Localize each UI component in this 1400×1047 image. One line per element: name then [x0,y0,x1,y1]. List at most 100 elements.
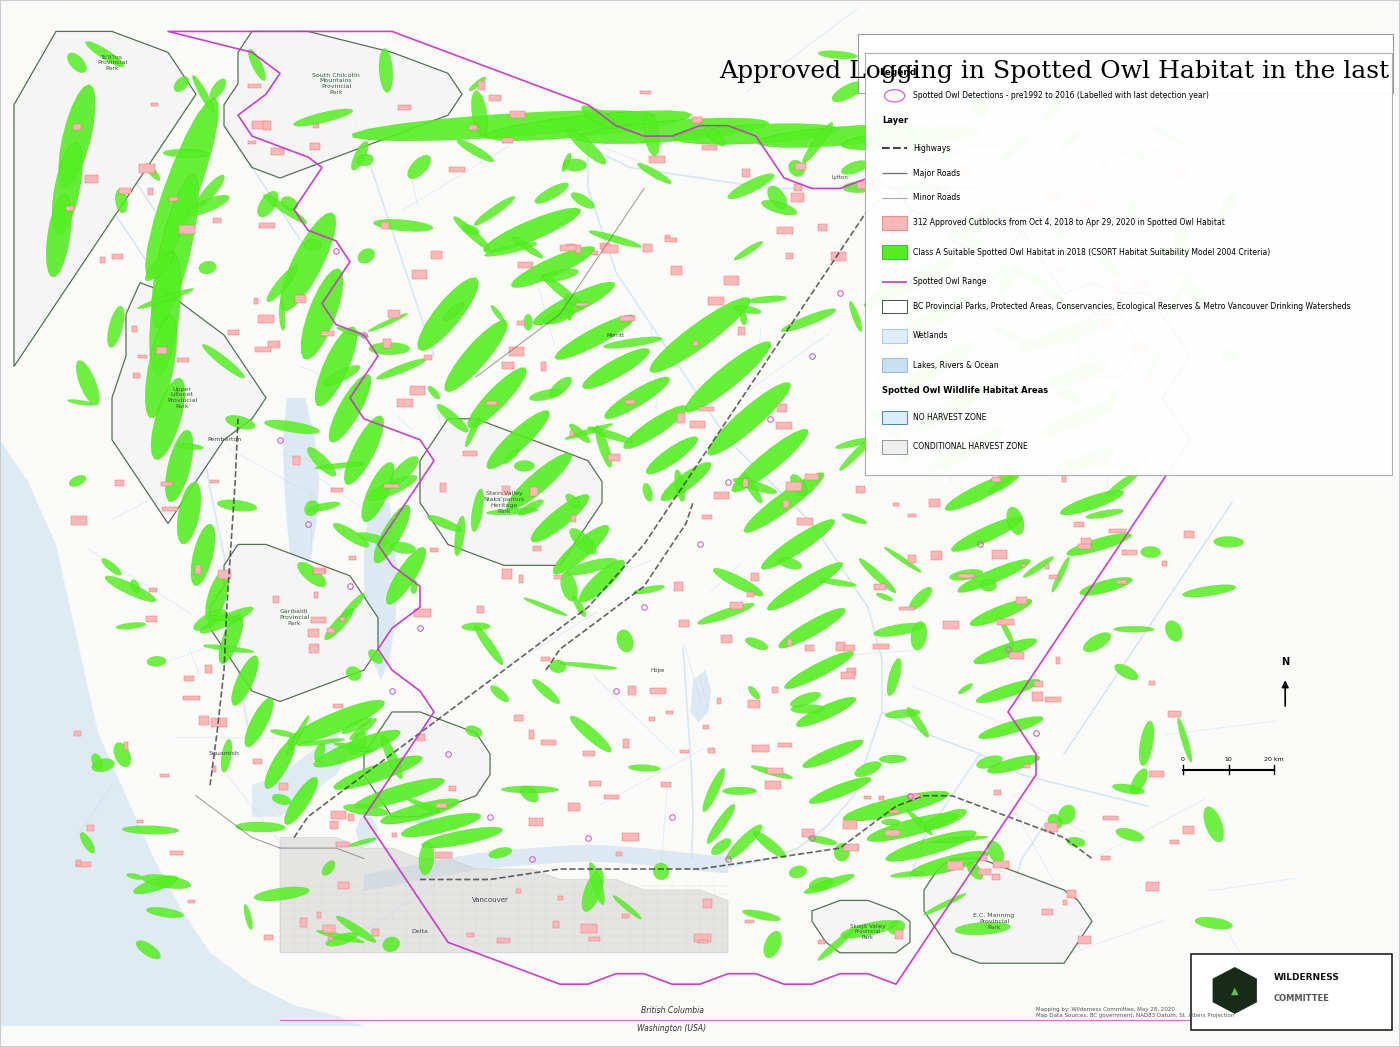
Polygon shape [1158,247,1196,257]
Bar [1071,245,1077,251]
Text: CONDITIONAL HARVEST ZONE: CONDITIONAL HARVEST ZONE [913,442,1028,451]
Polygon shape [697,603,755,624]
Text: Garibaldi
Provincial
Park: Garibaldi Provincial Park [279,609,309,626]
Text: E.C. Manning
Provincial
Park: E.C. Manning Provincial Park [973,913,1015,930]
Polygon shape [336,916,377,942]
FancyBboxPatch shape [865,53,1392,475]
Polygon shape [973,639,1036,664]
Polygon shape [333,756,423,789]
Bar [477,606,484,612]
Polygon shape [862,53,876,72]
Bar [1095,461,1106,465]
Bar [890,809,899,814]
Bar [830,252,846,262]
Bar [1121,550,1137,555]
Polygon shape [902,303,935,316]
Polygon shape [531,494,589,542]
Polygon shape [1214,536,1243,548]
Polygon shape [524,598,567,616]
Polygon shape [1039,284,1077,315]
Polygon shape [818,929,854,960]
Bar [844,645,855,650]
Bar [678,414,685,423]
Bar [956,166,972,176]
Polygon shape [840,920,897,938]
Bar [1046,192,1060,200]
Polygon shape [802,740,864,767]
Polygon shape [748,296,787,303]
Polygon shape [613,895,641,919]
Bar [323,925,335,933]
Bar [993,861,1009,868]
Text: Mapping by: Wilderness Committee, May 28, 2020
Map Data Sources: BC government, : Mapping by: Wilderness Committee, May 28… [1036,1007,1235,1018]
Polygon shape [554,315,634,359]
Polygon shape [279,302,286,331]
Polygon shape [339,593,365,622]
Polygon shape [1058,805,1075,824]
Bar [73,125,81,130]
Bar [263,120,272,130]
Bar [899,606,916,609]
Polygon shape [410,580,417,594]
Polygon shape [402,814,482,837]
Bar [1046,697,1061,701]
Bar [703,899,711,908]
Bar [745,919,755,923]
Bar [210,480,218,484]
Bar [372,929,379,936]
Polygon shape [491,306,504,322]
Polygon shape [1135,149,1147,163]
Polygon shape [1042,402,1114,436]
Polygon shape [349,838,377,847]
Polygon shape [1060,130,1082,151]
Polygon shape [294,109,353,127]
Polygon shape [298,562,326,587]
FancyBboxPatch shape [882,216,907,229]
Bar [703,725,710,729]
Polygon shape [456,139,494,162]
Polygon shape [564,424,613,440]
Bar [248,84,262,88]
Bar [1035,681,1043,687]
Bar [112,254,123,259]
Bar [703,515,713,519]
Polygon shape [685,341,771,413]
Polygon shape [722,787,756,795]
Polygon shape [115,188,127,213]
FancyBboxPatch shape [1191,954,1392,1030]
Polygon shape [218,614,244,664]
Bar [486,401,497,405]
Polygon shape [454,217,490,250]
Bar [909,794,920,800]
Polygon shape [514,461,535,471]
Bar [847,668,857,675]
Bar [1023,764,1030,768]
Polygon shape [490,686,508,701]
Polygon shape [742,474,762,504]
Polygon shape [871,109,879,150]
Polygon shape [617,629,633,652]
Polygon shape [518,499,543,515]
Bar [767,768,783,774]
Text: Stein Valley
Nlaka'pamux
Heritage
Park: Stein Valley Nlaka'pamux Heritage Park [483,491,525,514]
Polygon shape [1113,784,1145,794]
Polygon shape [1107,472,1138,495]
Polygon shape [727,825,762,861]
Polygon shape [511,246,595,288]
Polygon shape [265,420,319,433]
Polygon shape [325,608,354,640]
Bar [76,861,81,865]
Polygon shape [1140,720,1154,765]
Bar [300,918,307,927]
Polygon shape [374,505,410,563]
Polygon shape [368,649,382,664]
Bar [1168,711,1180,716]
Polygon shape [483,208,581,252]
Bar [568,803,581,810]
Bar [213,218,221,223]
Bar [435,852,452,857]
Polygon shape [231,655,259,706]
Polygon shape [297,738,344,745]
Polygon shape [1049,337,1077,344]
Polygon shape [633,585,665,594]
